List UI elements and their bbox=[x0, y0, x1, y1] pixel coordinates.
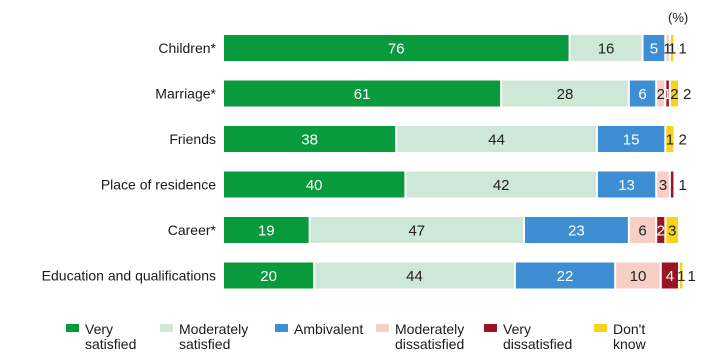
legend-label: Don't bbox=[613, 321, 645, 337]
legend-swatch bbox=[275, 324, 288, 332]
data-label: 2 bbox=[657, 223, 665, 240]
data-label: 3 bbox=[668, 223, 676, 240]
data-label: 61 bbox=[354, 86, 371, 103]
data-label: 1 bbox=[678, 41, 686, 58]
bar-segment bbox=[657, 80, 665, 107]
data-label: 1 bbox=[663, 86, 671, 103]
bar-segment bbox=[657, 217, 665, 243]
data-label: 1 bbox=[668, 41, 676, 58]
category-label: Marriage* bbox=[155, 86, 216, 102]
bar-segment bbox=[515, 262, 615, 289]
bar-segment bbox=[666, 35, 669, 61]
data-label: 15 bbox=[623, 132, 640, 149]
bar-segment bbox=[666, 217, 678, 243]
data-label: 42 bbox=[493, 177, 510, 194]
category-label: Place of residence bbox=[101, 177, 216, 193]
bar-segment bbox=[397, 126, 596, 152]
legend-label: know bbox=[613, 336, 647, 352]
legend-swatch bbox=[376, 324, 389, 332]
bar-segment bbox=[629, 217, 656, 243]
legend-swatch bbox=[484, 324, 497, 332]
legend-swatch bbox=[594, 324, 607, 332]
data-label: 6 bbox=[638, 223, 646, 240]
legend-label: Ambivalent bbox=[294, 321, 363, 337]
bar-segment bbox=[224, 262, 314, 289]
bar-segment bbox=[680, 262, 683, 289]
bar-segment bbox=[670, 171, 674, 198]
data-label: 20 bbox=[260, 268, 277, 285]
bar-segment bbox=[666, 80, 669, 107]
bar-segment bbox=[629, 80, 656, 107]
bar-segment bbox=[657, 171, 669, 198]
unit-label: (%) bbox=[668, 10, 689, 25]
legend-label: Very bbox=[85, 321, 113, 337]
data-label: 6 bbox=[638, 86, 646, 103]
data-label: 76 bbox=[388, 41, 405, 58]
data-label: 23 bbox=[568, 223, 585, 240]
data-label: 1 bbox=[663, 41, 671, 58]
data-label: 2 bbox=[657, 86, 665, 103]
data-label: 44 bbox=[406, 268, 423, 285]
legend-label: dissatisfied bbox=[503, 336, 572, 352]
bar-segment bbox=[597, 171, 656, 198]
bar-segment bbox=[524, 217, 628, 243]
data-label: 19 bbox=[258, 223, 275, 240]
bar-segment bbox=[502, 80, 628, 107]
legend-label: Moderately bbox=[179, 321, 248, 337]
category-label: Career* bbox=[168, 222, 217, 238]
data-label: 2 bbox=[678, 132, 686, 149]
legend-label: Moderately bbox=[395, 321, 464, 337]
data-label: 5 bbox=[650, 41, 658, 58]
data-label: 22 bbox=[557, 268, 574, 285]
data-label: 47 bbox=[408, 223, 425, 240]
data-label: 3 bbox=[659, 177, 667, 194]
data-label: 1 bbox=[678, 177, 686, 194]
bar-segment bbox=[570, 35, 642, 61]
data-label: 38 bbox=[301, 132, 318, 149]
data-label: 1 bbox=[688, 268, 696, 285]
bar-segment bbox=[224, 80, 501, 107]
legend-label: satisfied bbox=[85, 336, 136, 352]
category-label: Children* bbox=[158, 40, 216, 56]
data-label: 10 bbox=[630, 268, 647, 285]
bar-segment bbox=[597, 126, 665, 152]
category-label: Education and qualifications bbox=[42, 268, 216, 284]
data-label: 4 bbox=[666, 268, 674, 285]
data-label: 16 bbox=[598, 41, 615, 58]
data-label: 2 bbox=[683, 86, 691, 103]
bar-segment bbox=[406, 171, 596, 198]
data-label: 1 bbox=[677, 268, 685, 285]
bar-segment bbox=[616, 262, 660, 289]
bar-segment bbox=[643, 35, 665, 61]
bar-segment bbox=[666, 126, 674, 152]
bar-segment bbox=[661, 262, 678, 289]
legend-swatch bbox=[160, 324, 173, 332]
bar-segment bbox=[224, 171, 405, 198]
data-label: 40 bbox=[306, 177, 323, 194]
bar-segment bbox=[670, 35, 674, 61]
data-label: 1 bbox=[666, 132, 674, 149]
data-label: 44 bbox=[488, 132, 505, 149]
legend-label: dissatisfied bbox=[395, 336, 464, 352]
bar-segment bbox=[224, 35, 569, 61]
bar-segment bbox=[310, 217, 523, 243]
data-label: 13 bbox=[618, 177, 635, 194]
category-label: Friends bbox=[169, 131, 216, 147]
bar-segment bbox=[315, 262, 514, 289]
legend-swatch bbox=[66, 324, 79, 332]
legend-label: Very bbox=[503, 321, 531, 337]
legend-label: satisfied bbox=[179, 336, 230, 352]
bar-segment bbox=[224, 126, 396, 152]
data-label: 2 bbox=[670, 86, 678, 103]
bar-segment bbox=[670, 80, 678, 107]
data-label: 28 bbox=[557, 86, 574, 103]
bar-segment bbox=[224, 217, 309, 243]
